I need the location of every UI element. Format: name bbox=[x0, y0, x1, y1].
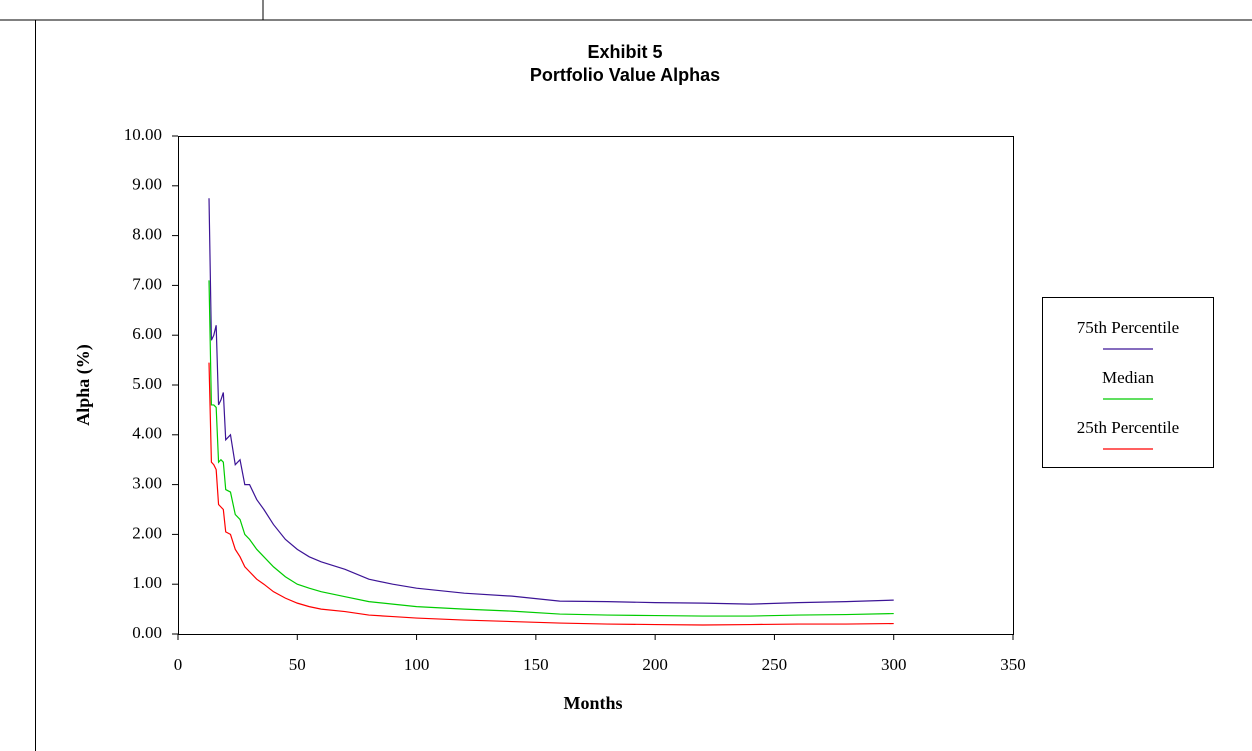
chart-title: Exhibit 5 bbox=[587, 42, 662, 62]
x-tick-label: 100 bbox=[404, 655, 430, 674]
legend bbox=[1042, 297, 1214, 468]
x-tick-label: 300 bbox=[881, 655, 907, 674]
y-tick-label: 4.00 bbox=[132, 424, 162, 443]
y-tick-label: 9.00 bbox=[132, 175, 162, 194]
x-tick-label: 50 bbox=[289, 655, 306, 674]
x-tick-label: 150 bbox=[523, 655, 549, 674]
x-tick-label: 350 bbox=[1000, 655, 1026, 674]
y-tick-label: 7.00 bbox=[132, 274, 162, 293]
series-line bbox=[208, 280, 894, 617]
y-tick-label: 1.00 bbox=[132, 573, 162, 592]
y-tick-label: 3.00 bbox=[132, 474, 162, 493]
y-tick-label: 2.00 bbox=[132, 523, 162, 542]
x-tick-label: 250 bbox=[762, 655, 788, 674]
plot-area bbox=[178, 136, 1014, 635]
y-tick-label: 0.00 bbox=[132, 623, 162, 642]
legend-label: 75th Percentile bbox=[1077, 318, 1179, 337]
y-tick-label: 5.00 bbox=[132, 374, 162, 393]
legend-label: 25th Percentile bbox=[1077, 418, 1179, 437]
x-axis-title: Months bbox=[563, 693, 622, 713]
legend-label: Median bbox=[1102, 368, 1154, 387]
y-tick-label: 10.00 bbox=[124, 125, 162, 144]
y-axis-title: Alpha (%) bbox=[73, 344, 94, 426]
y-tick-label: 6.00 bbox=[132, 324, 162, 343]
y-tick-label: 8.00 bbox=[132, 225, 162, 244]
series-line bbox=[208, 198, 894, 605]
x-tick-label: 0 bbox=[174, 655, 183, 674]
series-line bbox=[208, 362, 894, 626]
x-tick-label: 200 bbox=[642, 655, 668, 674]
chart-subtitle: Portfolio Value Alphas bbox=[530, 65, 720, 85]
